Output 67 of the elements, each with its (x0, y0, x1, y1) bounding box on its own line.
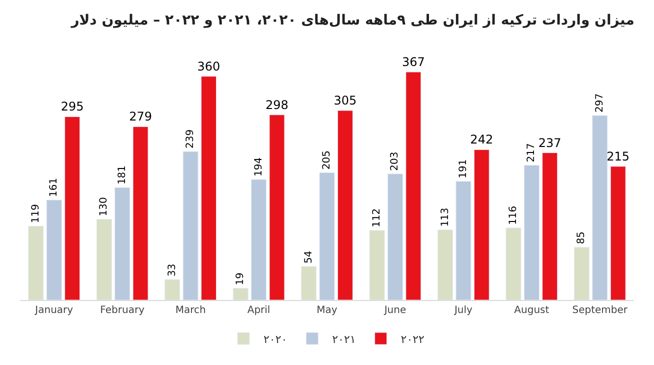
data-label: 54 (303, 250, 314, 264)
data-label: 113 (440, 208, 451, 227)
bar (64, 116, 80, 300)
bar (406, 72, 422, 300)
bar (337, 110, 353, 300)
legend-label: ۲۰۲۲ (400, 332, 425, 346)
data-label: 85 (576, 231, 588, 244)
bar (610, 166, 626, 300)
bar (301, 266, 317, 300)
bar (132, 126, 148, 300)
data-label: 112 (372, 208, 383, 228)
x-tick-label: January (34, 305, 74, 316)
bar (438, 230, 454, 300)
bar (164, 279, 180, 300)
bar (542, 152, 558, 300)
data-label: 116 (508, 206, 519, 225)
data-label: 360 (197, 59, 220, 74)
x-tick-label: September (572, 305, 628, 316)
bar (456, 181, 472, 300)
bar (506, 228, 522, 300)
x-tick-label: July (453, 305, 473, 316)
data-label: 295 (60, 100, 84, 114)
bar (96, 218, 112, 300)
legend-label: ۲۰۲۰ (264, 332, 288, 346)
bar (387, 174, 403, 300)
bar (182, 151, 198, 300)
x-tick-label: May (316, 305, 338, 316)
legend-label: ۲۰۲۱ (332, 332, 356, 346)
data-label: 194 (253, 157, 264, 176)
data-label: 119 (30, 204, 42, 224)
bar (474, 149, 490, 300)
data-label: 239 (185, 129, 196, 149)
x-tick-label: April (247, 305, 270, 316)
data-label: 215 (606, 149, 630, 164)
x-tick-label: February (100, 305, 145, 316)
data-label: 242 (470, 132, 494, 147)
data-label: 161 (48, 178, 60, 197)
chart-title: میزان واردات ترکیه از ایران طی ۹ماهه سال‌های ۲۰۲۰، ۲۰۲۱ و ۲۰۲۲ – میلیون دلار (70, 12, 634, 28)
bar (592, 115, 608, 300)
bar (200, 76, 216, 300)
data-label: 298 (266, 98, 288, 112)
data-label: 217 (526, 143, 538, 162)
bar (574, 246, 590, 300)
data-label: 130 (98, 197, 110, 216)
x-tick-label: June (383, 305, 406, 316)
data-label: 191 (458, 159, 469, 178)
bar (114, 187, 130, 300)
data-label: 33 (166, 264, 178, 276)
data-label: 305 (334, 94, 357, 108)
data-label: 297 (594, 93, 606, 112)
bar (46, 200, 62, 300)
x-tick-label: August (514, 305, 550, 316)
bar (251, 179, 267, 300)
x-tick-label: March (175, 305, 206, 316)
data-label: 367 (402, 55, 425, 69)
bar (369, 230, 385, 300)
bar (269, 114, 285, 300)
bar (28, 226, 44, 300)
bar (232, 288, 248, 300)
data-label: 205 (322, 150, 332, 170)
data-label: 181 (116, 165, 128, 185)
bar (319, 172, 335, 300)
data-label: 237 (538, 136, 562, 150)
data-label: 279 (129, 110, 152, 124)
data-label: 19 (235, 272, 246, 286)
bar (524, 164, 540, 300)
data-label: 203 (390, 152, 401, 171)
